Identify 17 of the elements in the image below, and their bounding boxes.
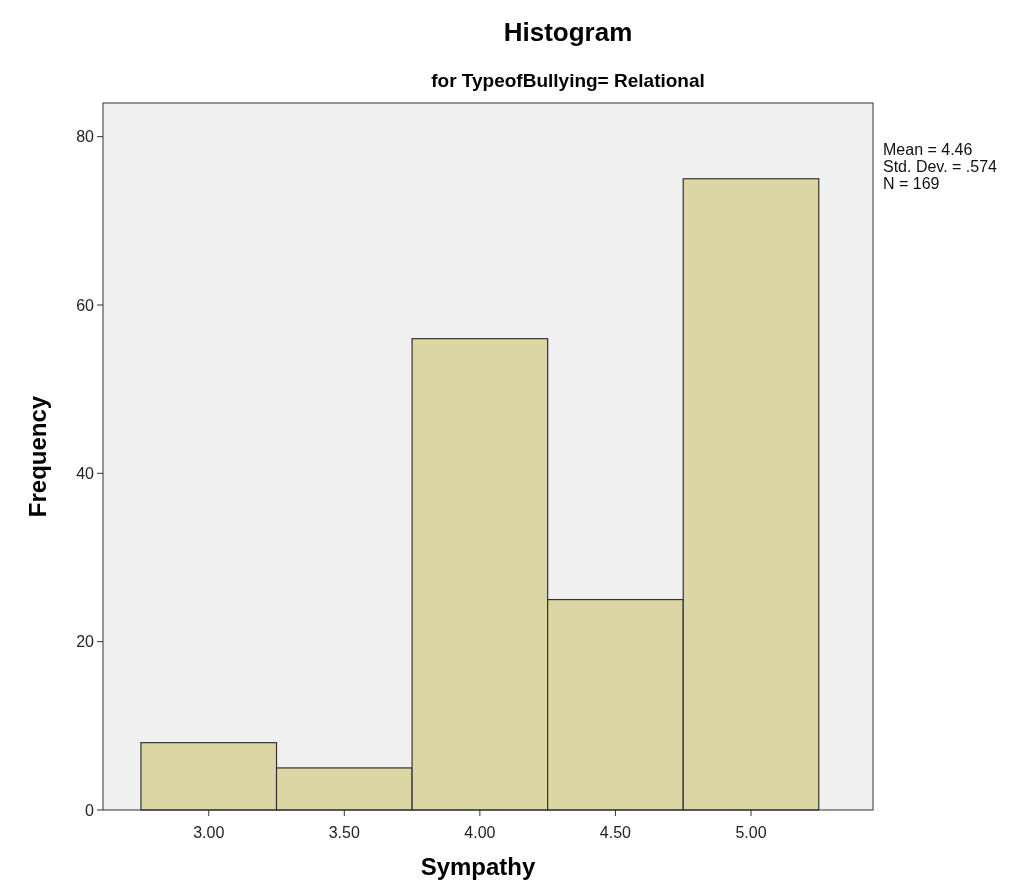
y-tick-label: 40 bbox=[76, 464, 95, 482]
chart-subtitle: for TypeofBullying= Relational bbox=[431, 70, 705, 91]
x-axis-title: Sympathy bbox=[420, 853, 536, 880]
y-tick-label: 80 bbox=[76, 128, 95, 146]
x-tick-label: 4.50 bbox=[599, 824, 632, 841]
y-tick-label: 0 bbox=[85, 801, 95, 819]
y-tick-label: 60 bbox=[76, 296, 95, 314]
x-tick-label: 3.00 bbox=[193, 824, 225, 841]
text: Mean = 4.46 bbox=[883, 141, 973, 158]
y-tick-label: 20 bbox=[76, 633, 95, 651]
text: Std. Dev. = .574 bbox=[883, 158, 998, 175]
y-axis-title: Frequency bbox=[24, 395, 51, 518]
text: N = 169 bbox=[883, 175, 940, 192]
x-tick-label: 5.00 bbox=[735, 824, 767, 841]
chart-title: Histogram bbox=[503, 17, 633, 47]
x-tick-label: 3.50 bbox=[328, 824, 360, 841]
x-tick-label: 4.00 bbox=[464, 824, 496, 841]
